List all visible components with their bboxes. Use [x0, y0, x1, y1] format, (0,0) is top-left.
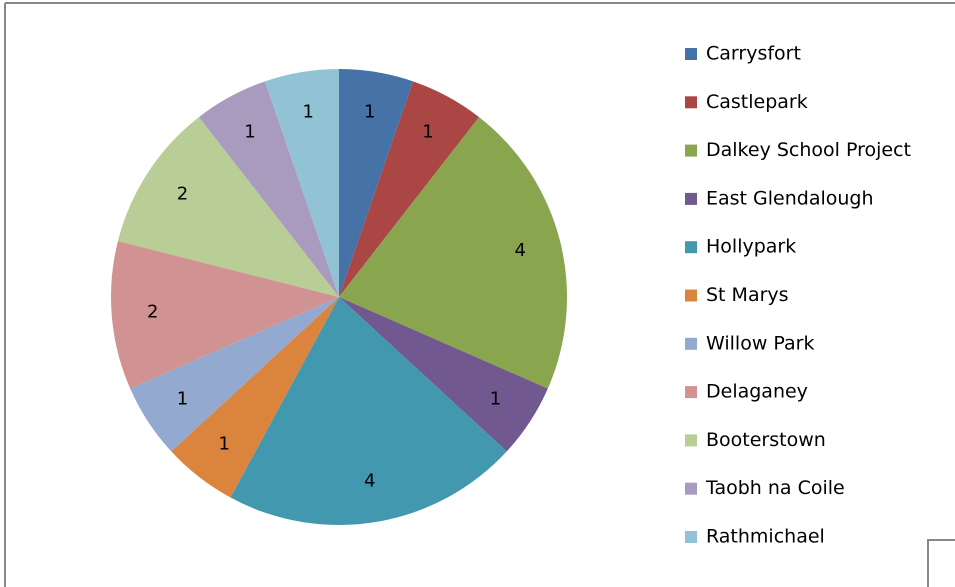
pie-slice	[198, 81, 339, 297]
legend-label: Booterstown	[706, 429, 826, 451]
legend-swatch	[685, 48, 697, 60]
data-label: 4	[364, 470, 375, 491]
pie-slice	[339, 297, 548, 452]
legend-label: Hollypark	[706, 236, 796, 258]
legend-swatch	[685, 531, 697, 543]
data-label: 1	[177, 388, 188, 409]
legend-swatch	[685, 289, 697, 302]
pie-slice	[339, 69, 414, 297]
legend-label: Delaganey	[706, 381, 808, 403]
legend-swatch	[685, 482, 697, 495]
legend-swatch	[685, 241, 697, 254]
data-label: 1	[422, 122, 433, 143]
legend-swatch	[685, 144, 697, 157]
pie-slice	[117, 117, 339, 298]
data-label: 1	[364, 102, 375, 123]
pie-slice	[230, 297, 507, 525]
legend-label: Carrysfort	[706, 43, 801, 65]
data-label: 4	[515, 240, 526, 261]
pie-slice	[130, 297, 339, 452]
data-label: 2	[177, 184, 188, 205]
legend-swatch	[685, 337, 697, 350]
legend-label: St Marys	[706, 284, 789, 306]
pie-slice	[171, 297, 339, 498]
legend-label: Taobh na Coile	[705, 477, 845, 499]
pie-slice	[110, 241, 340, 389]
data-label: 1	[490, 388, 501, 409]
data-label: 1	[244, 122, 255, 143]
legend-swatch	[685, 96, 697, 109]
legend-label: Castlepark	[706, 91, 808, 113]
legend-swatch	[685, 386, 697, 399]
frame-corner	[927, 539, 955, 587]
data-label: 1	[303, 102, 314, 123]
legend-swatch	[685, 192, 697, 205]
pie-slice	[339, 117, 567, 389]
legend-label: Willow Park	[706, 332, 814, 354]
legend-label: Dalkey School Project	[706, 139, 911, 161]
data-label: 2	[147, 301, 158, 322]
legend-label: East Glendalough	[706, 187, 874, 209]
data-label: 1	[218, 434, 229, 455]
legend-swatch	[685, 434, 697, 447]
pie-slice	[339, 81, 480, 297]
pie-slice	[264, 69, 339, 297]
legend-label: Rathmichael	[706, 526, 825, 548]
